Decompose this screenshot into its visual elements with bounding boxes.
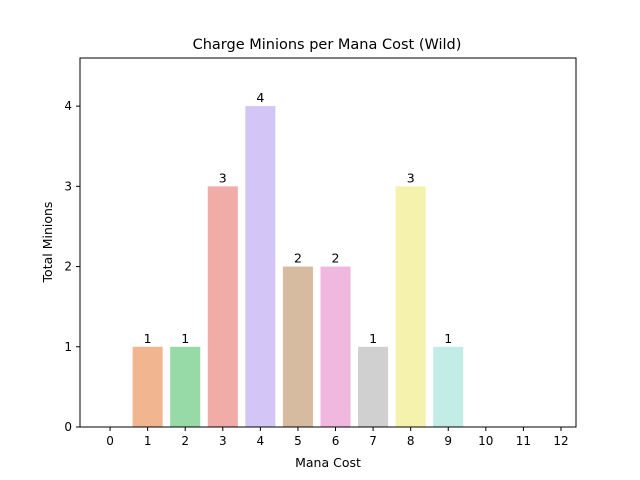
- y-tick-label-0: 0: [64, 420, 72, 434]
- bar-mana-2: [170, 346, 201, 427]
- x-tick-label-6: 6: [332, 434, 340, 448]
- data-label-mana-7: 1: [369, 331, 377, 346]
- y-tick-label-1: 1: [64, 340, 72, 354]
- data-label-mana-8: 3: [407, 170, 415, 185]
- bar-mana-5: [282, 266, 313, 427]
- bar-mana-3: [207, 186, 238, 427]
- data-label-mana-9: 1: [444, 331, 452, 346]
- data-label-mana-6: 2: [332, 251, 340, 266]
- x-tick-label-2: 2: [181, 434, 189, 448]
- x-tick-label-0: 0: [106, 434, 114, 448]
- x-tick-label-5: 5: [294, 434, 302, 448]
- y-tick-label-2: 2: [64, 260, 72, 274]
- x-tick-label-9: 9: [444, 434, 452, 448]
- chart-title: Charge Minions per Mana Cost (Wild): [193, 37, 462, 53]
- x-tick-label-8: 8: [407, 434, 415, 448]
- x-tick-label-3: 3: [219, 434, 227, 448]
- bar-mana-7: [358, 346, 389, 427]
- data-label-mana-3: 3: [219, 170, 227, 185]
- data-label-mana-5: 2: [294, 251, 302, 266]
- plot-frame: [79, 57, 577, 428]
- y-tick-label-4: 4: [64, 99, 72, 113]
- y-axis-label: Total Minions: [40, 202, 55, 284]
- x-tick-label-10: 10: [478, 434, 493, 448]
- x-axis-label: Mana Cost: [295, 455, 361, 470]
- data-labels-group: 1 1 3 4 2 2 1 3 1: [144, 90, 453, 346]
- bars-group: [132, 106, 464, 427]
- y-tick-label-3: 3: [64, 179, 72, 193]
- x-tick-label-7: 7: [369, 434, 377, 448]
- bar-mana-8: [395, 186, 426, 427]
- bar-mana-6: [320, 266, 351, 427]
- data-label-mana-1: 1: [144, 331, 152, 346]
- y-axis: 0 1 2 3 4: [64, 99, 80, 434]
- x-tick-label-1: 1: [144, 434, 152, 448]
- data-label-mana-4: 4: [256, 90, 264, 105]
- x-tick-label-11: 11: [516, 434, 531, 448]
- x-tick-label-12: 12: [553, 434, 568, 448]
- x-tick-label-4: 4: [257, 434, 265, 448]
- data-label-mana-2: 1: [181, 331, 189, 346]
- x-axis: 0 1 2 3 4 5 6 7 8 9 10 11 12: [106, 427, 569, 448]
- bar-mana-4: [245, 106, 276, 427]
- bar-mana-9: [433, 346, 464, 427]
- bar-mana-1: [132, 346, 163, 427]
